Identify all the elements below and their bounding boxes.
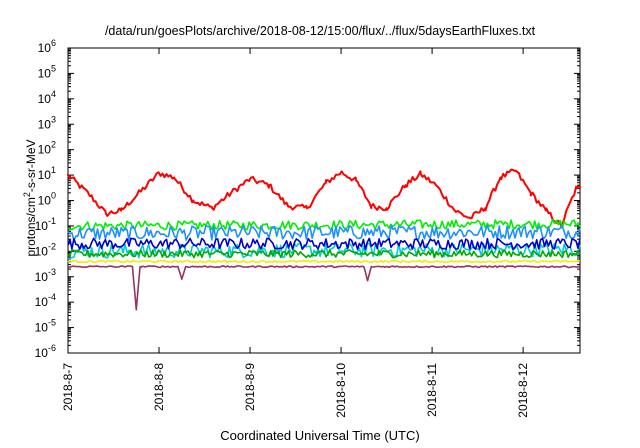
series-line: [67, 218, 581, 231]
y-tick-label: 10-1: [35, 216, 56, 233]
series-line: [67, 168, 581, 227]
y-axis-label: protons/cm2-s-sr-MeV: [22, 98, 38, 298]
series-line: [67, 265, 581, 311]
x-tick-label: 2018-8-11: [425, 363, 439, 417]
series-line: [67, 237, 581, 250]
x-tick-label: 2018-8-8: [152, 363, 166, 411]
x-tick-label: 2018-8-12: [516, 363, 530, 418]
series-line: [67, 259, 581, 264]
y-tick-label: 102: [38, 140, 56, 157]
series-line: [67, 249, 581, 259]
y-tick-label: 101: [38, 165, 56, 182]
y-tick-label: 10-2: [35, 241, 56, 258]
x-tick-label: 2018-8-7: [61, 363, 75, 411]
y-tick-label: 100: [38, 191, 56, 208]
y-tick-label: 10-5: [35, 318, 56, 335]
x-tick-label: 2018-8-10: [334, 363, 348, 418]
x-axis: 2018-8-7 2018-8-8 2018-8-9 2018-8-10 2018-8-…: [61, 48, 530, 418]
x-axis-label: Coordinated Universal Time (UTC): [220, 428, 420, 443]
y-tick-label: 10-6: [35, 343, 56, 360]
y-axis-label-sup: 2: [22, 192, 32, 198]
y-tick-label: 106: [38, 38, 56, 55]
series-group: [67, 168, 581, 311]
y-tick-label: 10-3: [35, 267, 56, 284]
y-tick-label: 104: [38, 89, 56, 106]
series-line: [67, 224, 581, 242]
y-axis: 10-6 10-5 10-4 10-3 10-2 10-1 100 101 102 103 104 1…: [35, 38, 580, 360]
y-tick-label: 103: [38, 114, 56, 131]
plot-frame: [67, 47, 581, 354]
y-axis-label-pre: protons/cm: [24, 197, 38, 257]
chart-title: /data/run/goesPlots/archive/2018-08-12/1…: [104, 24, 536, 38]
y-tick-label: 105: [38, 63, 56, 80]
y-tick-label: 10-4: [35, 292, 56, 309]
x-tick-label: 2018-8-9: [243, 363, 257, 411]
y-axis-label-post: -s-sr-MeV: [24, 139, 38, 193]
